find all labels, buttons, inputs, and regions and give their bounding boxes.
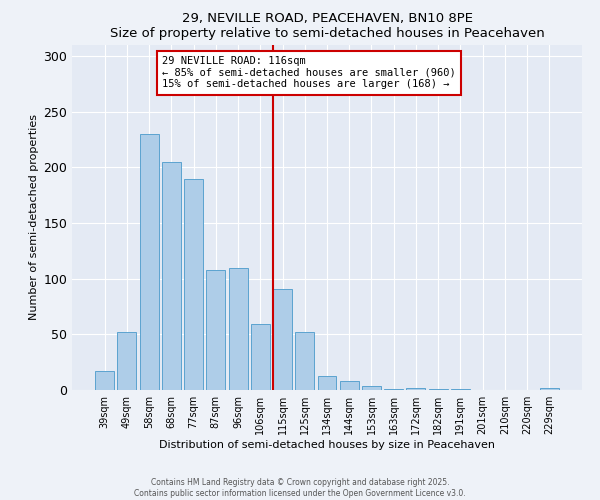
Bar: [406, 388, 425, 390]
Bar: [184, 178, 203, 390]
X-axis label: Distribution of semi-detached houses by size in Peacehaven: Distribution of semi-detached houses by …: [159, 440, 495, 450]
Bar: [206, 270, 225, 390]
Bar: [362, 386, 381, 390]
Title: 29, NEVILLE ROAD, PEACEHAVEN, BN10 8PE
Size of property relative to semi-detache: 29, NEVILLE ROAD, PEACEHAVEN, BN10 8PE S…: [110, 12, 544, 40]
Y-axis label: Number of semi-detached properties: Number of semi-detached properties: [29, 114, 39, 320]
Bar: [140, 134, 158, 390]
Bar: [429, 389, 448, 390]
Bar: [540, 388, 559, 390]
Text: 29 NEVILLE ROAD: 116sqm
← 85% of semi-detached houses are smaller (960)
15% of s: 29 NEVILLE ROAD: 116sqm ← 85% of semi-de…: [163, 56, 456, 90]
Bar: [295, 332, 314, 390]
Bar: [340, 381, 359, 390]
Bar: [251, 324, 270, 390]
Bar: [229, 268, 248, 390]
Text: Contains HM Land Registry data © Crown copyright and database right 2025.
Contai: Contains HM Land Registry data © Crown c…: [134, 478, 466, 498]
Bar: [317, 376, 337, 390]
Bar: [451, 389, 470, 390]
Bar: [384, 389, 403, 390]
Bar: [118, 332, 136, 390]
Bar: [162, 162, 181, 390]
Bar: [95, 371, 114, 390]
Bar: [273, 288, 292, 390]
